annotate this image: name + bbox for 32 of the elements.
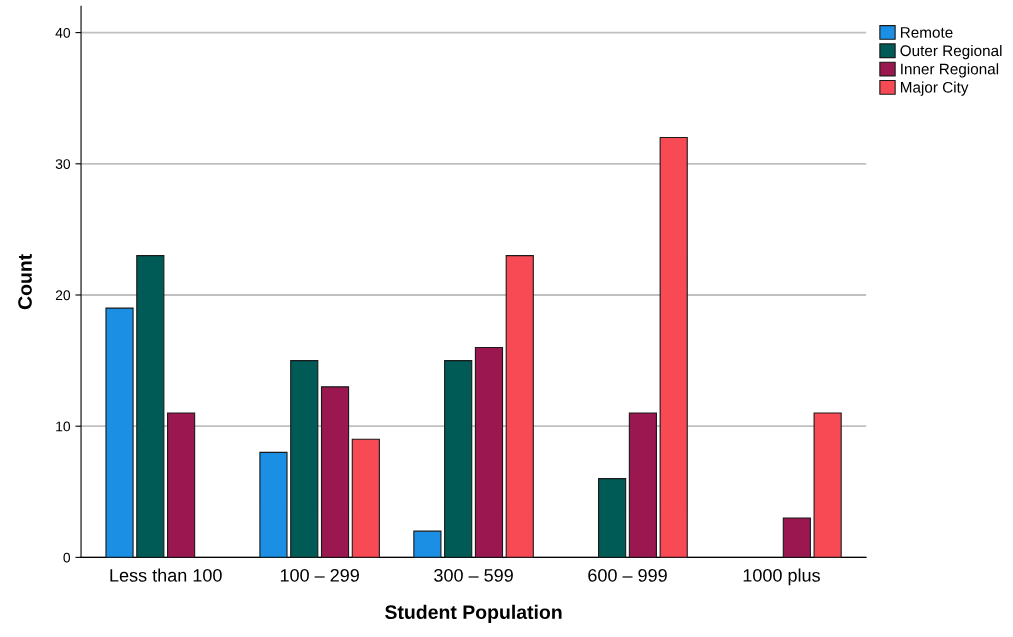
bar bbox=[628, 412, 658, 558]
bar bbox=[813, 412, 842, 558]
legend-label: Major City bbox=[900, 81, 969, 96]
y-tick-label: 40 bbox=[55, 27, 71, 38]
bar bbox=[320, 386, 350, 558]
bar bbox=[290, 360, 319, 558]
legend-label: Remote bbox=[900, 27, 953, 38]
x-tick-label: 300 – 599 bbox=[434, 568, 513, 582]
bar bbox=[105, 307, 134, 558]
x-tick-label: 100 – 299 bbox=[280, 568, 359, 582]
bar bbox=[136, 255, 165, 558]
bar bbox=[444, 360, 473, 558]
legend-label: Outer Regional bbox=[900, 44, 1002, 60]
bar bbox=[659, 137, 688, 558]
bar bbox=[505, 255, 534, 558]
legend-label: Inner Regional bbox=[901, 63, 999, 78]
bar bbox=[259, 451, 288, 558]
bar bbox=[474, 346, 504, 558]
x-tick-label: Less than 100 bbox=[110, 568, 222, 582]
bar bbox=[598, 478, 627, 558]
y-tick-label: 10 bbox=[56, 421, 71, 432]
bar bbox=[166, 412, 196, 558]
x-tick-label: 600 – 999 bbox=[588, 568, 667, 582]
bar bbox=[413, 530, 442, 558]
x-tick-label: 1000 plus bbox=[743, 568, 820, 586]
bar bbox=[782, 517, 811, 558]
y-tick-label: 20 bbox=[55, 290, 71, 301]
x-axis-title: Student Population bbox=[385, 604, 562, 623]
y-tick-label: 30 bbox=[55, 159, 71, 169]
y-axis-title: Count bbox=[18, 254, 32, 310]
y-tick-label: 0 bbox=[63, 552, 71, 563]
bar bbox=[351, 438, 380, 558]
